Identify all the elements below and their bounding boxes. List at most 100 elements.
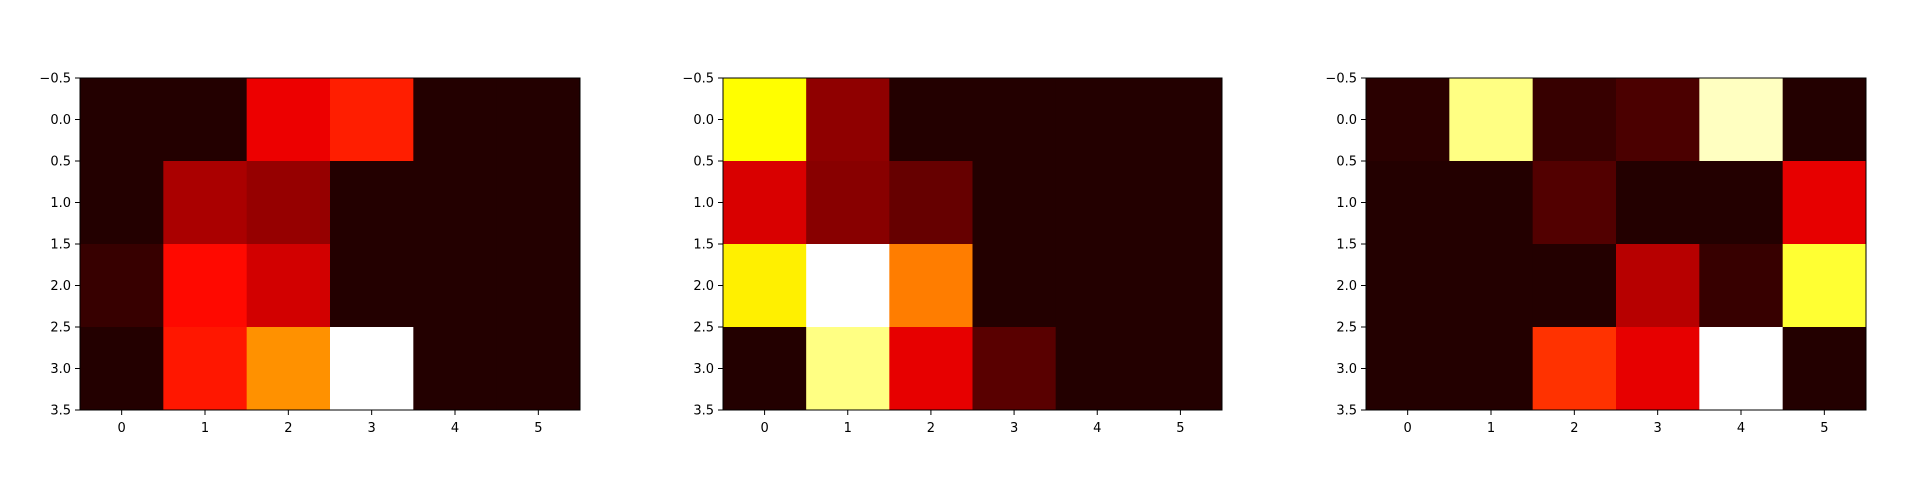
heatmap-cell [1782, 327, 1867, 411]
y-tick-label: 3.5 [50, 404, 71, 419]
heatmap-cell [1532, 78, 1617, 162]
heatmap-cell [1699, 161, 1784, 245]
heatmap-cell [1366, 78, 1450, 162]
y-tick-label: 1.5 [50, 238, 71, 253]
heatmap-panel-3: 0 1 2 3 4 5 −0.5 0.0 0.5 1.0 1.5 2.0 2.5 3.0 3.5 [1325, 72, 1867, 436]
heatmap-cell [972, 161, 1057, 245]
x-tick-label: 3 [1010, 421, 1018, 436]
heatmap-cell [496, 244, 581, 328]
heatmap-cell [1366, 327, 1450, 411]
heatmap-cell [1699, 78, 1784, 162]
y-tick-label: 0.5 [50, 155, 71, 170]
heatmap-cell [80, 161, 164, 245]
x-tick-label: 2 [284, 421, 292, 436]
heatmap-cell [80, 244, 164, 328]
heatmap-cell [889, 78, 973, 162]
heatmap-panel-1: 0 1 2 3 4 5 −0.5 0.0 0.5 1.0 1.5 2.0 2.5 3.0 3.5 [39, 72, 581, 436]
heatmap-cell [1532, 327, 1617, 411]
heatmap-cell [1055, 244, 1140, 328]
x-tick-label: 2 [1570, 421, 1578, 436]
heatmap-cell [1616, 78, 1700, 162]
heatmap-cell [1449, 244, 1534, 328]
heatmap-cell [163, 244, 248, 328]
heatmap-cell [1699, 244, 1784, 328]
y-tick-label: 1.0 [1336, 196, 1357, 211]
x-tick-label: 1 [1487, 421, 1495, 436]
x-tick-label: 4 [1737, 421, 1745, 436]
y-tick-label: 3.5 [693, 404, 714, 419]
heatmap-cell [1138, 78, 1223, 162]
y-tick-label: −0.5 [682, 72, 714, 87]
y-tick-label: 0.0 [1336, 113, 1357, 128]
heatmap-cell [1616, 244, 1700, 328]
y-tick-label: 3.5 [1336, 404, 1357, 419]
heatmap-cell [723, 244, 807, 328]
heatmap-cell [246, 327, 331, 411]
heatmap-cell [1532, 244, 1617, 328]
y-tick-label: 0.5 [693, 155, 714, 170]
x-tick-label: 1 [201, 421, 209, 436]
heatmap-cell [163, 161, 248, 245]
heatmap-cell [1782, 244, 1867, 328]
heatmap-cell [496, 78, 581, 162]
x-tick-label: 5 [1820, 421, 1828, 436]
y-tick-label: 0.0 [50, 113, 71, 128]
heatmap-cell [1138, 161, 1223, 245]
y-tick-label: 1.5 [1336, 238, 1357, 253]
heatmap-cell [496, 327, 581, 411]
heatmap-cell [1055, 78, 1140, 162]
heatmap-cell [1782, 161, 1867, 245]
x-tick-label: 5 [534, 421, 542, 436]
heatmap-cell [330, 78, 414, 162]
heatmap-cell [330, 327, 414, 411]
heatmap-cell [806, 78, 890, 162]
heatmap-cell [1055, 327, 1140, 411]
y-tick-label: 1.0 [50, 196, 71, 211]
heatmap-cell [972, 244, 1057, 328]
heatmap-cell [413, 78, 498, 162]
heatmap-cell [1449, 161, 1534, 245]
heatmap-cell [1366, 244, 1450, 328]
heatmap-cell [972, 78, 1057, 162]
heatmap-cell [1138, 244, 1223, 328]
heatmap-cell [889, 161, 973, 245]
y-tick-label: 2.0 [1336, 279, 1357, 294]
heatmap-cell [80, 78, 164, 162]
y-tick-label: −0.5 [1325, 72, 1357, 87]
x-tick-label: 3 [368, 421, 376, 436]
heatmap-cell [1449, 327, 1534, 411]
heatmap-cell [1055, 161, 1140, 245]
heatmap-cell [246, 244, 331, 328]
y-tick-label: 1.5 [693, 238, 714, 253]
heatmap-cell [806, 327, 890, 411]
heatmap-cell [330, 244, 414, 328]
x-tick-label: 2 [927, 421, 935, 436]
heatmap-cell [972, 327, 1057, 411]
heatmap-cell [723, 161, 807, 245]
y-tick-label: 2.0 [50, 279, 71, 294]
heatmap-cell [723, 327, 807, 411]
heatmap-cell [1616, 161, 1700, 245]
heatmap-cell [413, 244, 498, 328]
x-tick-label: 5 [1176, 421, 1184, 436]
y-tick-label: 3.0 [1336, 362, 1357, 377]
heatmap-cell [1366, 161, 1450, 245]
y-tick-label: 2.5 [50, 321, 71, 336]
heatmap-cell [1449, 78, 1534, 162]
heatmap-cell [163, 327, 248, 411]
heatmap-cell [413, 161, 498, 245]
x-tick-label: 4 [1093, 421, 1101, 436]
y-tick-label: −0.5 [39, 72, 71, 87]
x-tick-label: 0 [1404, 421, 1412, 436]
heatmap-cell [496, 161, 581, 245]
x-tick-label: 0 [118, 421, 126, 436]
heatmap-cell [246, 78, 331, 162]
x-tick-label: 3 [1654, 421, 1662, 436]
y-tick-label: 3.0 [693, 362, 714, 377]
heatmap-cell [723, 78, 807, 162]
y-tick-label: 2.5 [1336, 321, 1357, 336]
y-tick-label: 2.0 [693, 279, 714, 294]
x-tick-label: 1 [844, 421, 852, 436]
heatmap-cell [806, 161, 890, 245]
